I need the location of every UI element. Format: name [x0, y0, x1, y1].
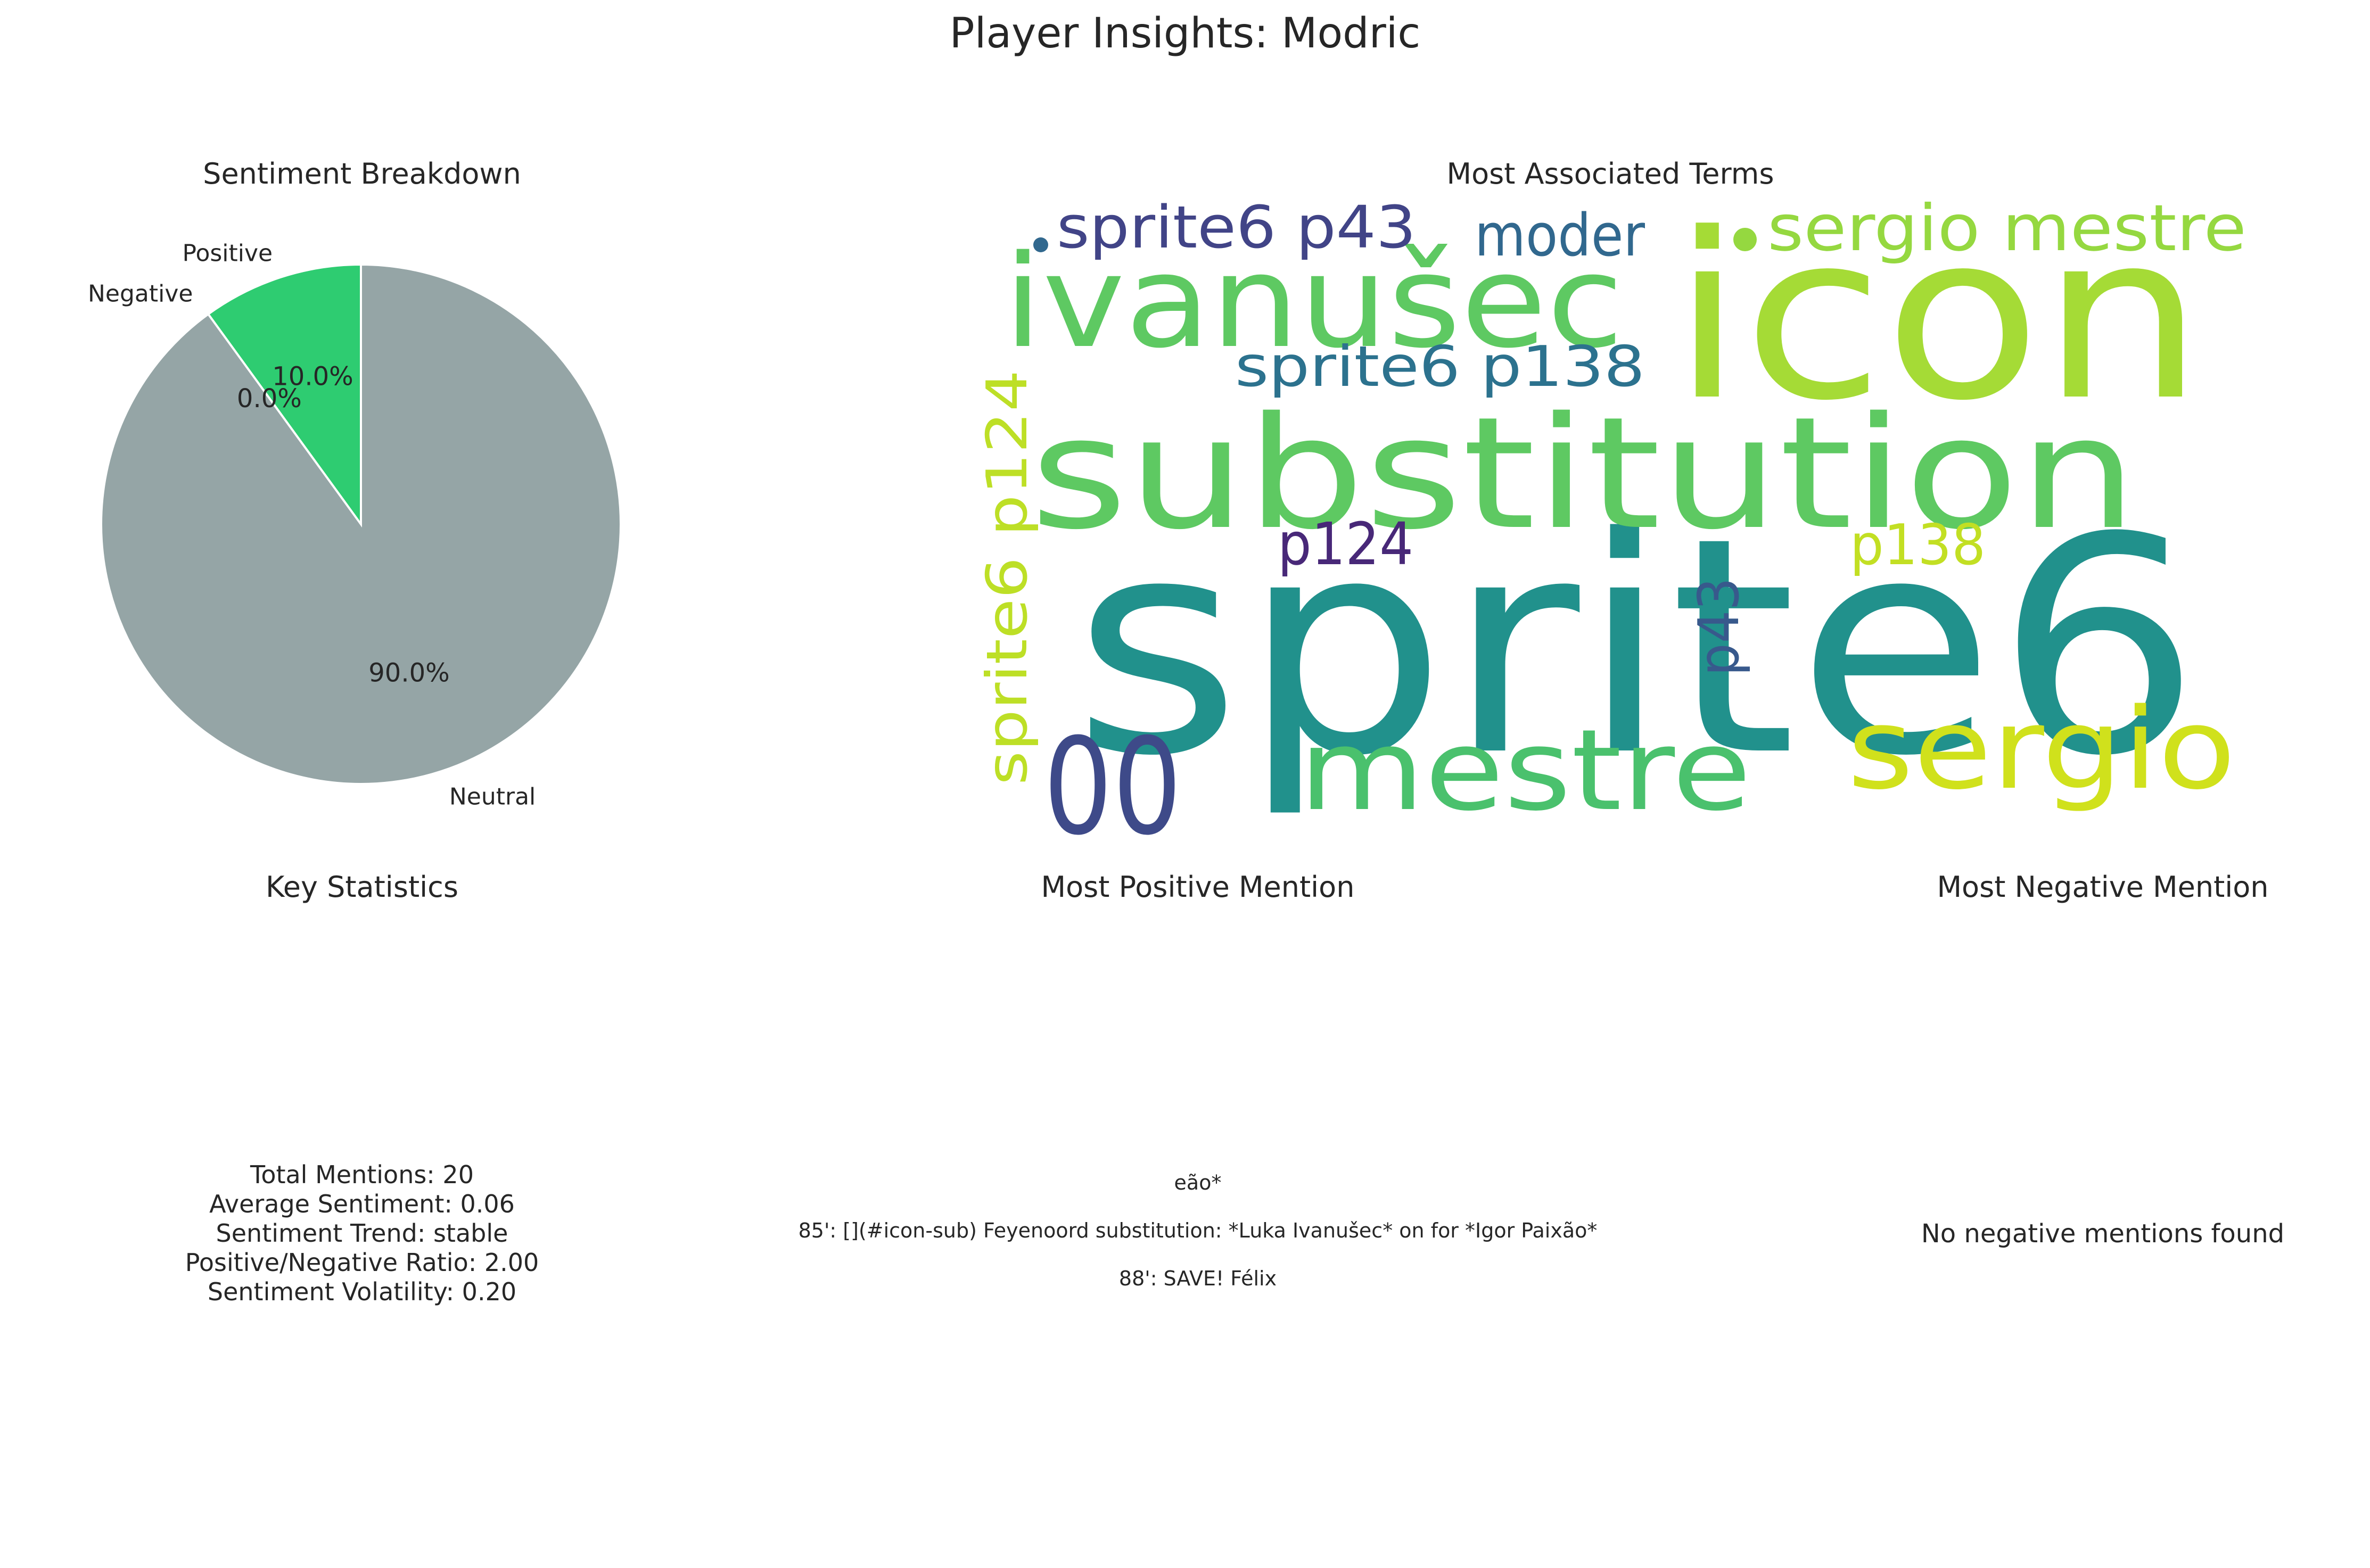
pie-label-negative: Negative — [88, 280, 193, 308]
word-cloud: sprite6 icon substitution ivanušec mestr… — [975, 197, 2246, 857]
stat-pos-neg-ratio: Positive/Negative Ratio: 2.00 — [185, 1248, 539, 1277]
word-sergio-mestre: sergio mestre — [1767, 197, 2246, 266]
word-moder: moder — [1475, 201, 1645, 269]
pie-pct-positive: 10.0% — [272, 362, 353, 392]
positive-mention-line: eão* — [1174, 1171, 1222, 1194]
chart-title: Player Insights: Modric — [949, 10, 1421, 57]
stat-total-mentions: Total Mentions: 20 — [250, 1160, 474, 1189]
word-ivanusec: ivanušec — [1003, 227, 1624, 376]
positive-panel-title: Most Positive Mention — [1041, 870, 1355, 904]
word-00: 00 — [1043, 709, 1182, 857]
word-sprite6-p124: sprite6 p124 — [975, 370, 1040, 785]
word-sprite6-p43: sprite6 p43 — [1057, 197, 1416, 261]
word-p43: p43 — [1686, 577, 1751, 676]
pie-pct-negative: 0.0% — [237, 384, 302, 414]
word-sergio: sergio — [1847, 684, 2236, 814]
wordcloud-dot — [1033, 237, 1048, 252]
word-p138: p138 — [1850, 513, 1986, 577]
word-sprite6-p138: sprite6 p138 — [1235, 334, 1645, 399]
positive-mention-line: 88': SAVE! Félix — [1118, 1267, 1277, 1290]
negative-mention-text: No negative mentions found — [1921, 1219, 2285, 1249]
stat-sentiment-volatility: Sentiment Volatility: 0.20 — [207, 1277, 517, 1306]
sentiment-pie-chart: Positive 10.0% Negative 0.0% Neutral 90.0% — [88, 240, 622, 811]
negative-panel-title: Most Negative Mention — [1937, 870, 2269, 904]
pie-slice-neutral — [100, 263, 622, 785]
key-statistics: Total Mentions: 20 Average Sentiment: 0.… — [0, 1160, 724, 1307]
stats-panel-title: Key Statistics — [266, 870, 458, 904]
wordcloud-panel-title: Most Associated Terms — [1446, 157, 1774, 191]
wordcloud-dot — [1733, 228, 1757, 251]
positive-mention-line: 85': [](#icon-sub) Feyenoord substitutio… — [798, 1219, 1598, 1242]
pie-slice-positive — [207, 263, 362, 528]
pie-pct-neutral: 90.0% — [368, 658, 449, 688]
pie-slices — [100, 263, 622, 785]
word-mestre: mestre — [1299, 705, 1751, 836]
pie-label-neutral: Neutral — [449, 783, 536, 811]
pie-label-positive: Positive — [182, 240, 273, 267]
pie-labels: Positive 10.0% Negative 0.0% Neutral 90.0% — [88, 240, 536, 810]
word-icon: icon — [1672, 197, 2204, 451]
word-sprite6: sprite6 — [1073, 474, 2201, 821]
stat-average-sentiment: Average Sentiment: 0.06 — [209, 1190, 515, 1218]
stat-sentiment-trend: Sentiment Trend: stable — [216, 1219, 508, 1248]
word-substitution: substitution — [1030, 384, 2137, 564]
pie-panel-title: Sentiment Breakdown — [203, 157, 521, 191]
word-p124: p124 — [1278, 510, 1413, 578]
